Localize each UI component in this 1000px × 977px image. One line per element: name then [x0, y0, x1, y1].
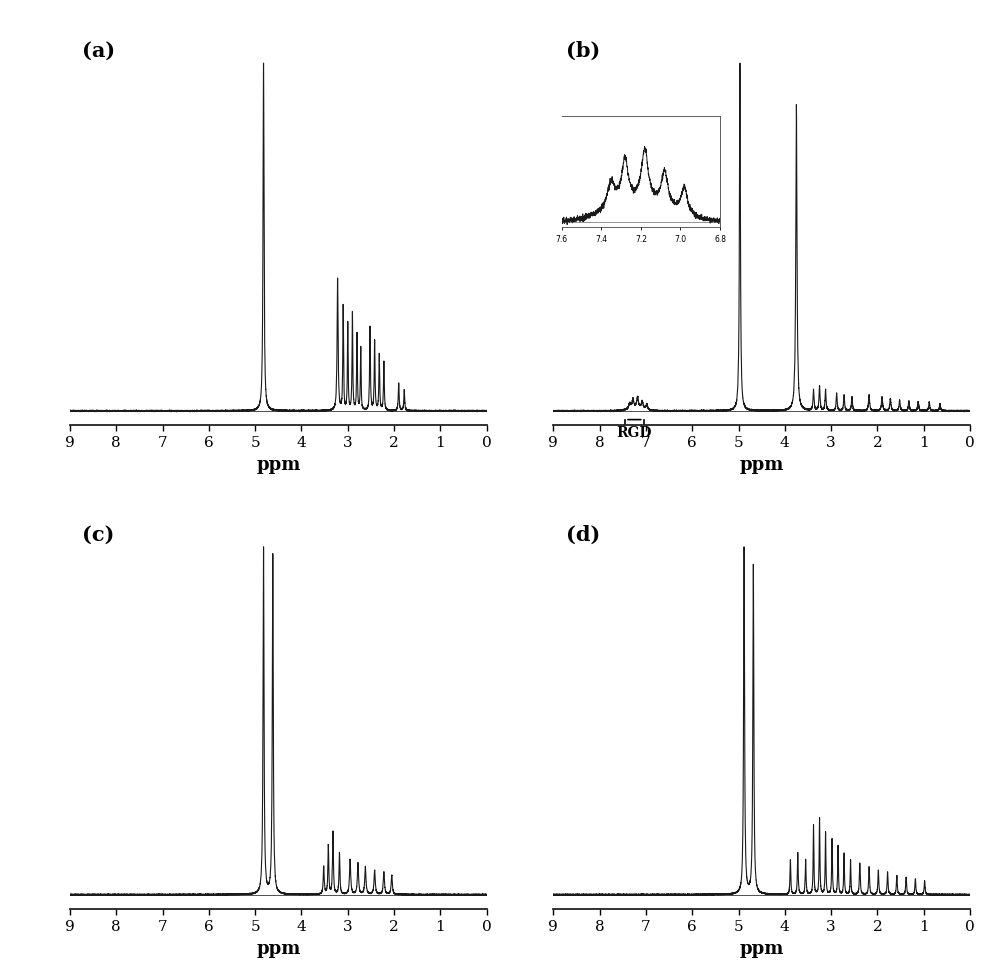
X-axis label: ppm: ppm [739, 939, 784, 956]
X-axis label: ppm: ppm [256, 455, 301, 473]
Text: (d): (d) [566, 525, 600, 544]
Text: (c): (c) [82, 525, 115, 544]
Text: (b): (b) [566, 41, 600, 62]
Text: RGD: RGD [617, 425, 652, 440]
Text: (a): (a) [82, 41, 116, 62]
X-axis label: ppm: ppm [739, 455, 784, 473]
X-axis label: ppm: ppm [256, 939, 301, 956]
